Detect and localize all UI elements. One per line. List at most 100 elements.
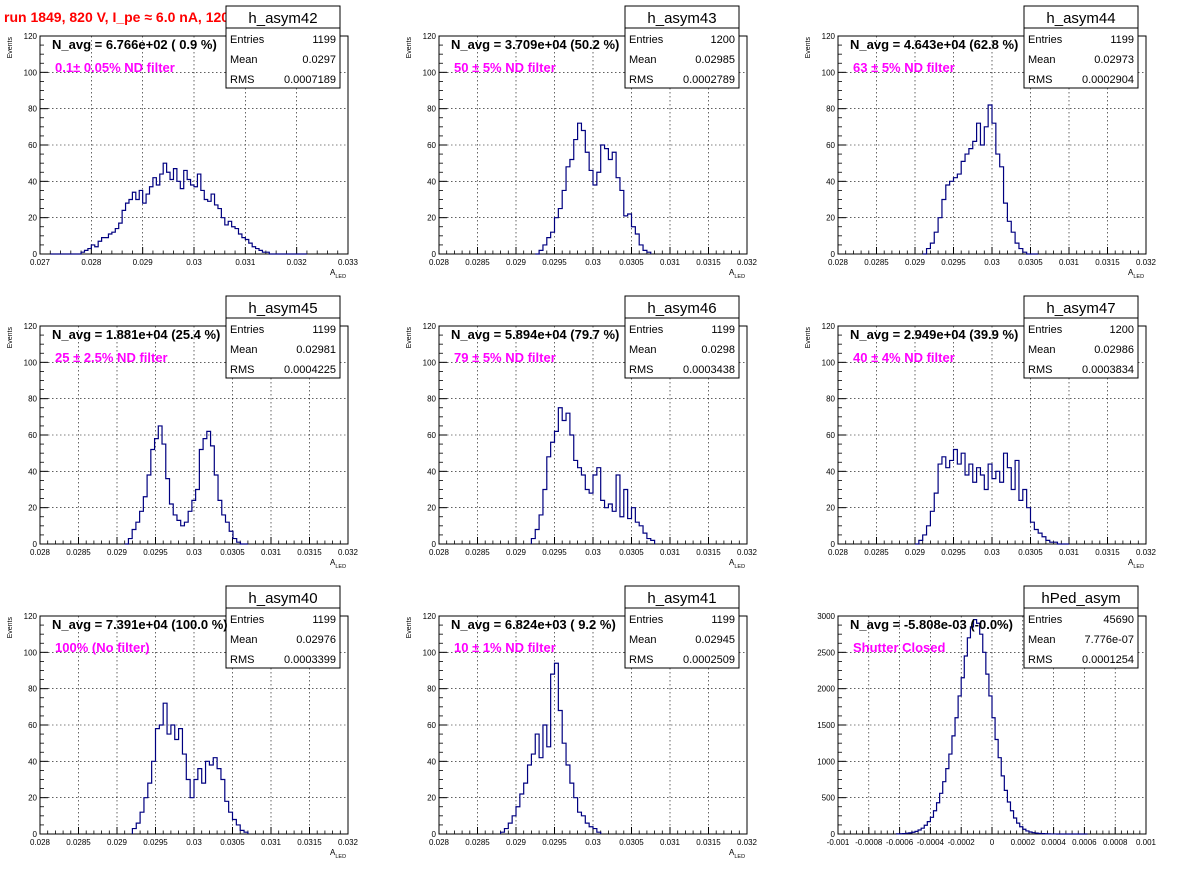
histogram-panel-h_asym41: 0.028 0.0285 0.029 0.0295 0.03 0.0305 0.031 0.0… (406, 585, 758, 860)
x-tick-label: 0.031 (660, 548, 681, 557)
x-tick-label: -0.001 (827, 838, 850, 847)
stats-box (1023, 607, 1139, 669)
stats-box (225, 27, 341, 89)
x-tick-label: 0.03 (186, 838, 202, 847)
x-tick-label: 0.031 (261, 548, 282, 557)
stats-label: RMS (1028, 74, 1052, 86)
y-tick-label: 1500 (817, 721, 835, 730)
stats-value: 1199 (711, 324, 735, 336)
histogram-series (50, 162, 307, 255)
stats-label: Entries (230, 324, 265, 336)
y-tick-label: 60 (427, 431, 436, 440)
x-axis-title: ALED (330, 558, 346, 570)
stats-label: Mean (629, 634, 657, 646)
histogram-panel-h_asym44: 0.028 0.0285 0.029 0.0295 0.03 0.0305 0.031 0.0… (805, 5, 1157, 280)
y-axis-title: Events (7, 617, 14, 639)
navg-label: N_avg = 6.766e+02 ( 0.9 %) (52, 37, 217, 52)
stats-value: 0.02986 (1094, 344, 1134, 356)
x-tick-label: 0.0285 (864, 548, 889, 557)
y-tick-label: 60 (826, 141, 835, 150)
x-tick-label: 0.029 (905, 258, 926, 267)
y-tick-label: 120 (423, 322, 437, 331)
navg-label: N_avg = 1.881e+04 (25.4 %) (52, 327, 220, 342)
histogram-name: h_asym42 (248, 10, 317, 27)
x-tick-label: 0.029 (506, 258, 527, 267)
y-tick-label: 20 (427, 794, 436, 803)
x-tick-label: 0.0295 (542, 258, 567, 267)
y-tick-label: 60 (28, 431, 37, 440)
stats-box (624, 317, 740, 379)
y-tick-label: 0 (432, 830, 437, 839)
x-axis-title-subscript: LED (734, 854, 745, 860)
x-tick-label: 0.001 (1136, 838, 1157, 847)
stats-value: 0.0298 (701, 344, 735, 356)
x-tick-label: 0.028 (828, 258, 849, 267)
y-tick-label: 20 (826, 504, 835, 513)
y-axis-title: Events (7, 37, 14, 59)
y-tick-label: 120 (822, 322, 836, 331)
stats-label: Mean (1028, 634, 1056, 646)
x-tick-label: 0.0305 (619, 548, 644, 557)
stats-label: Mean (629, 54, 657, 66)
x-tick-label: 0.032 (338, 838, 359, 847)
x-tick-label: 0.028 (30, 548, 51, 557)
y-tick-label: 40 (427, 467, 436, 476)
y-tick-label: 20 (28, 214, 37, 223)
x-tick-label: -0.0006 (886, 838, 914, 847)
histogram-name: h_asym46 (647, 300, 716, 317)
y-tick-label: 120 (24, 612, 38, 621)
x-axis-title: ALED (729, 268, 745, 280)
y-tick-label: 40 (28, 757, 37, 766)
x-axis-title-subscript: LED (1133, 564, 1144, 570)
y-tick-label: 100 (24, 358, 38, 367)
x-tick-label: 0.028 (429, 258, 450, 267)
x-axis-title: ALED (330, 848, 346, 860)
x-tick-label: 0.0004 (1041, 838, 1066, 847)
y-tick-label: 40 (826, 177, 835, 186)
x-tick-label: 0.0295 (542, 548, 567, 557)
x-axis-title-subscript: LED (335, 564, 346, 570)
y-tick-label: 80 (826, 395, 835, 404)
stats-value: 1199 (312, 34, 336, 46)
x-tick-label: -0.0004 (917, 838, 945, 847)
y-tick-label: 60 (427, 721, 436, 730)
y-tick-label: 0 (432, 540, 437, 549)
y-tick-label: 0 (432, 250, 437, 259)
y-tick-label: 100 (822, 358, 836, 367)
x-tick-label: 0.0315 (297, 838, 322, 847)
x-tick-label: 0.031 (235, 258, 256, 267)
stats-value: 0.02985 (695, 54, 735, 66)
stats-value: 0.0002904 (1082, 74, 1134, 86)
y-tick-label: 500 (822, 794, 836, 803)
stats-value: 0.02976 (296, 634, 336, 646)
y-tick-label: 80 (427, 395, 436, 404)
y-tick-label: 40 (427, 757, 436, 766)
x-tick-label: 0.031 (660, 838, 681, 847)
x-tick-label: 0.0315 (297, 548, 322, 557)
filter-label: Shutter Closed (853, 640, 946, 655)
y-tick-label: 120 (423, 612, 437, 621)
stats-value: 7.776e-07 (1084, 634, 1134, 646)
histogram-name: h_asym43 (647, 10, 716, 27)
histogram-series (500, 662, 602, 834)
stats-value: 0.02945 (695, 634, 735, 646)
x-axis-title: ALED (1128, 558, 1144, 570)
x-tick-label: 0.03 (984, 258, 1000, 267)
x-tick-label: 0.031 (1059, 258, 1080, 267)
histogram-name: h_asym45 (248, 300, 317, 317)
y-tick-label: 40 (826, 467, 835, 476)
x-tick-label: 0 (990, 838, 995, 847)
x-tick-label: 0.0008 (1103, 838, 1128, 847)
stats-value: 0.0297 (302, 54, 336, 66)
y-tick-label: 0 (33, 830, 38, 839)
stats-label: RMS (629, 654, 653, 666)
stats-value: 1199 (312, 614, 336, 626)
x-axis-title: ALED (330, 268, 346, 280)
x-tick-label: 0.0285 (864, 258, 889, 267)
stats-label: RMS (230, 364, 254, 376)
y-tick-label: 20 (427, 214, 436, 223)
y-tick-label: 40 (28, 467, 37, 476)
stats-label: Mean (1028, 344, 1056, 356)
histogram-name: hPed_asym (1041, 590, 1120, 607)
